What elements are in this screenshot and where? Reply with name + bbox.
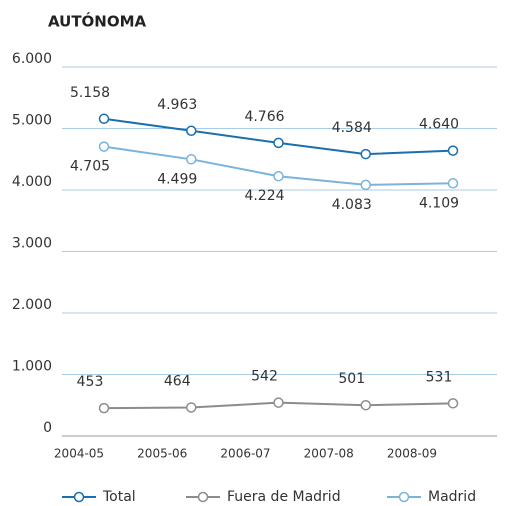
legend-marker bbox=[398, 491, 410, 503]
point bbox=[186, 154, 197, 165]
data-label: 5.158 bbox=[70, 85, 110, 101]
point bbox=[447, 398, 459, 409]
data-label: 501 bbox=[338, 371, 365, 387]
point bbox=[360, 399, 371, 411]
data-label: 4.963 bbox=[157, 97, 197, 113]
data-label: 464 bbox=[164, 373, 191, 389]
data-label: 4.083 bbox=[332, 197, 372, 213]
point bbox=[273, 137, 284, 149]
point bbox=[447, 178, 459, 189]
data-label: 4.584 bbox=[332, 120, 372, 136]
point bbox=[447, 145, 459, 156]
y-tick-label: 3.000 bbox=[12, 236, 52, 252]
data-label: 4.640 bbox=[419, 117, 459, 133]
y-tick-label: 1.000 bbox=[12, 359, 52, 375]
data-label: 4.224 bbox=[244, 188, 284, 204]
point bbox=[186, 402, 197, 413]
x-tick-label: 2005-06 bbox=[137, 447, 187, 461]
legend-marker bbox=[73, 491, 85, 503]
point bbox=[360, 148, 371, 160]
x-tick-label: 2008-09 bbox=[387, 447, 437, 461]
data-label: 4.109 bbox=[419, 195, 459, 211]
data-label: 531 bbox=[426, 369, 453, 385]
legend-label: Total bbox=[102, 489, 136, 505]
data-label: 542 bbox=[251, 369, 278, 385]
point bbox=[360, 179, 371, 191]
point bbox=[273, 397, 284, 408]
x-tick-label: 2007-08 bbox=[304, 447, 354, 461]
legend-marker bbox=[197, 491, 209, 503]
data-label: 4.705 bbox=[70, 159, 110, 175]
chart-title: AUTÓNOMA bbox=[48, 12, 147, 31]
data-label: 4.766 bbox=[244, 109, 284, 125]
x-tick-label: 2004-05 bbox=[54, 447, 104, 461]
point bbox=[186, 125, 197, 137]
y-tick-label: 6.000 bbox=[12, 51, 52, 67]
legend-label: Madrid bbox=[428, 489, 476, 505]
legend-label: Fuera de Madrid bbox=[227, 489, 341, 505]
data-label: 4.499 bbox=[157, 171, 197, 187]
point bbox=[273, 170, 284, 182]
y-tick-label: 0 bbox=[43, 420, 52, 436]
y-tick-label: 5.000 bbox=[12, 113, 52, 129]
y-tick-label: 2.000 bbox=[12, 297, 52, 313]
y-tick-label: 4.000 bbox=[12, 174, 52, 190]
data-label: 453 bbox=[77, 374, 104, 390]
x-tick-label: 2006-07 bbox=[220, 447, 270, 461]
point bbox=[98, 113, 110, 125]
point bbox=[98, 141, 110, 152]
point bbox=[98, 402, 110, 414]
